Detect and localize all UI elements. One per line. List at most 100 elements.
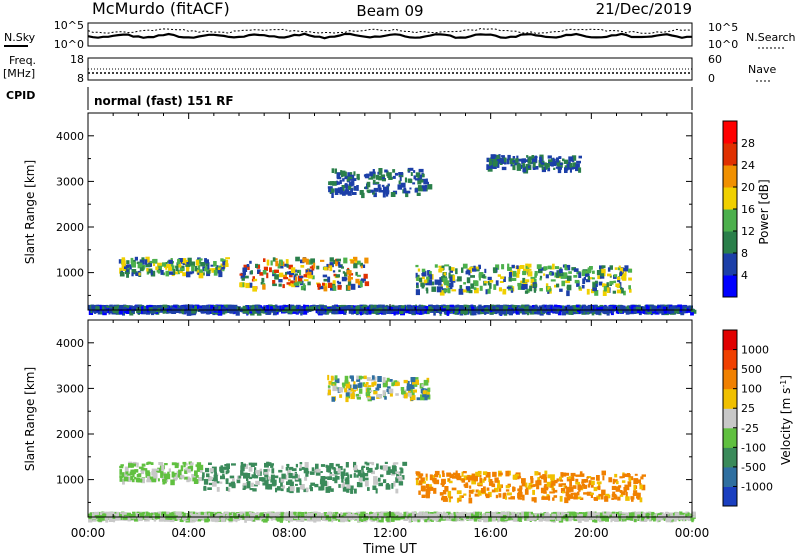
data-cell xyxy=(291,473,297,476)
data-cell xyxy=(195,464,201,467)
data-cell xyxy=(338,261,341,267)
data-cell xyxy=(508,276,512,282)
data-cell xyxy=(547,167,551,172)
data-cell xyxy=(138,262,143,268)
data-cell xyxy=(213,261,217,267)
data-cell xyxy=(252,286,257,292)
data-cell xyxy=(347,280,352,286)
data-cell xyxy=(515,474,520,477)
data-cell xyxy=(172,477,177,481)
data-cell xyxy=(113,307,118,314)
data-cell xyxy=(602,475,605,481)
data-cell xyxy=(154,307,158,311)
data-cell xyxy=(522,494,525,501)
data-cell xyxy=(341,382,346,386)
data-cell xyxy=(286,488,291,493)
data-cell xyxy=(575,304,580,308)
data-cell xyxy=(272,280,276,285)
data-cell xyxy=(218,305,221,310)
data-cell xyxy=(137,478,143,483)
data-cell xyxy=(530,477,534,484)
data-cell xyxy=(334,511,339,518)
data-cell xyxy=(133,463,136,467)
data-cell xyxy=(378,175,383,181)
data-cell xyxy=(395,488,399,494)
data-cell xyxy=(395,477,400,483)
power-colorbar-segment xyxy=(723,231,737,254)
data-cell xyxy=(341,172,344,178)
data-cell xyxy=(124,264,127,269)
data-cell xyxy=(214,478,218,481)
data-cell xyxy=(195,304,200,308)
data-cell xyxy=(272,257,276,262)
data-cell xyxy=(459,305,463,311)
data-cell xyxy=(139,259,145,265)
data-cell xyxy=(297,269,301,273)
data-cell xyxy=(208,462,212,465)
data-cell xyxy=(366,397,370,400)
data-cell xyxy=(566,477,572,482)
data-cell xyxy=(532,164,536,170)
data-cell xyxy=(124,466,129,473)
data-cell xyxy=(331,168,335,173)
data-cell xyxy=(226,468,229,474)
data-cell xyxy=(463,483,469,487)
data-cell xyxy=(549,288,552,291)
data-cell xyxy=(195,259,199,266)
data-cell xyxy=(257,308,261,314)
data-cell xyxy=(536,485,540,490)
data-cell xyxy=(291,305,296,312)
data-cell xyxy=(558,272,564,277)
data-cell xyxy=(527,165,531,169)
data-cell xyxy=(283,277,289,280)
data-cell xyxy=(339,307,344,314)
data-cell xyxy=(494,487,499,493)
data-cell xyxy=(557,167,562,174)
data-cell xyxy=(391,465,397,469)
data-cell xyxy=(253,472,256,475)
data-cell xyxy=(517,512,520,515)
data-cell xyxy=(362,476,365,482)
data-cell xyxy=(310,482,315,486)
data-cell xyxy=(443,305,446,309)
cpid-value: normal (fast) 151 RF xyxy=(94,94,234,108)
data-cell xyxy=(471,480,477,485)
data-cell xyxy=(334,190,339,195)
data-cell xyxy=(602,290,607,296)
data-cell xyxy=(347,275,351,282)
data-cell xyxy=(200,262,205,267)
data-cell xyxy=(447,280,450,286)
data-cell xyxy=(230,481,235,486)
data-cell xyxy=(369,189,374,193)
data-cell xyxy=(178,263,182,268)
data-cell xyxy=(584,304,587,310)
data-cell xyxy=(255,480,260,486)
data-cell xyxy=(220,465,224,471)
data-cell xyxy=(131,463,134,468)
data-cell xyxy=(137,304,142,308)
data-cell xyxy=(370,304,373,310)
data-cell xyxy=(422,308,426,311)
data-cell xyxy=(526,309,529,316)
data-cell xyxy=(412,380,417,385)
data-cell xyxy=(389,379,393,382)
data-cell xyxy=(344,375,349,381)
data-cell xyxy=(364,480,369,487)
data-cell xyxy=(242,463,246,467)
data-cell xyxy=(375,181,380,185)
data-cell xyxy=(456,475,462,481)
data-cell xyxy=(501,158,504,164)
data-cell xyxy=(211,308,214,313)
data-cell xyxy=(161,465,165,471)
data-cell xyxy=(527,271,533,277)
data-cell xyxy=(298,478,302,482)
data-cell xyxy=(180,465,184,472)
data-cell xyxy=(210,305,214,309)
data-cell xyxy=(442,275,446,279)
data-cell xyxy=(575,478,579,483)
data-cell xyxy=(315,470,321,476)
freq-tick-low: 8 xyxy=(77,72,84,85)
data-cell xyxy=(372,179,376,184)
data-cell xyxy=(505,496,508,500)
data-cell xyxy=(430,307,434,312)
